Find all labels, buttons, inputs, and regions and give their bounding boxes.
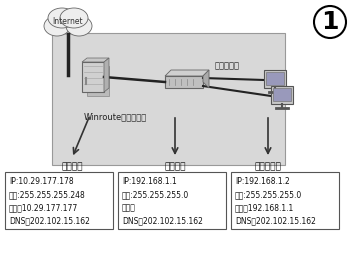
Text: 局域网配置: 局域网配置 [254, 162, 281, 171]
Polygon shape [104, 58, 109, 92]
Bar [266, 72, 284, 85]
Ellipse shape [44, 16, 70, 36]
Bar [231, 172, 339, 229]
Ellipse shape [50, 10, 86, 34]
Text: 网关：10.29.177.177: 网关：10.29.177.177 [9, 203, 78, 212]
Text: DNS：202.102.15.162: DNS：202.102.15.162 [9, 216, 90, 225]
Text: Winroute代理服务器: Winroute代理服务器 [83, 112, 147, 121]
Bar [52, 33, 285, 165]
Bar [5, 172, 113, 229]
Text: 掩码:255.255.255.0: 掩码:255.255.255.0 [122, 190, 189, 199]
Text: DNS：202.102.15.162: DNS：202.102.15.162 [235, 216, 316, 225]
Ellipse shape [60, 8, 88, 28]
Text: 掩码:255.255.255.248: 掩码:255.255.255.248 [9, 190, 86, 199]
Text: IP:192.168.1.2: IP:192.168.1.2 [235, 177, 290, 186]
Ellipse shape [48, 8, 76, 28]
Text: 网关：192.168.1.1: 网关：192.168.1.1 [235, 203, 294, 212]
Bar [82, 62, 104, 92]
Bar [118, 172, 226, 229]
Ellipse shape [66, 16, 92, 36]
Bar [264, 70, 286, 88]
Text: IP:10.29.177.178: IP:10.29.177.178 [9, 177, 74, 186]
Text: DNS：202.102.15.162: DNS：202.102.15.162 [122, 216, 203, 225]
Polygon shape [165, 70, 209, 76]
Text: 掩码:255.255.255.0: 掩码:255.255.255.0 [235, 190, 302, 199]
Text: Internet: Internet [53, 17, 83, 25]
Polygon shape [203, 70, 209, 88]
Text: 网关：: 网关： [122, 203, 136, 212]
Bar [273, 88, 291, 101]
Bar [87, 66, 109, 96]
Text: 内网网卡: 内网网卡 [164, 162, 186, 171]
Bar [271, 86, 293, 104]
Text: IP:192.168.1.1: IP:192.168.1.1 [122, 177, 177, 186]
Text: 外网网卡: 外网网卡 [61, 162, 83, 171]
Polygon shape [82, 58, 109, 62]
Text: 二层交换机: 二层交换机 [215, 61, 240, 70]
Bar [165, 76, 203, 88]
Text: 1: 1 [321, 10, 339, 34]
Circle shape [314, 6, 346, 38]
